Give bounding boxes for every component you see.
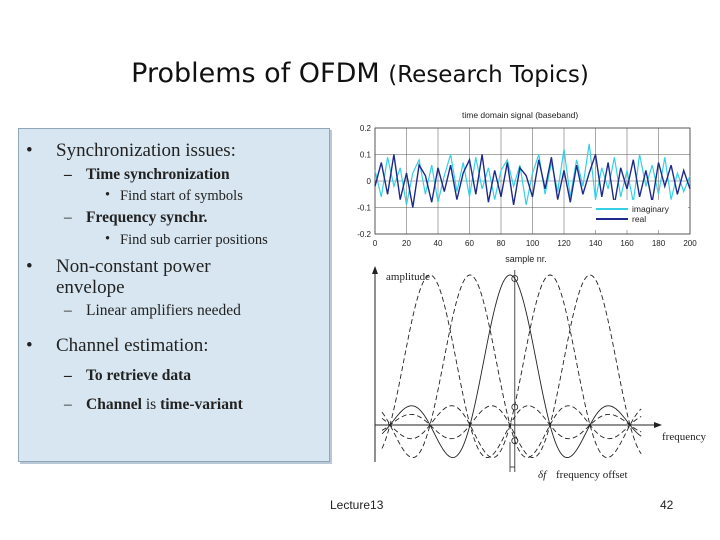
bullet-text-line2: envelope	[56, 277, 125, 298]
y-axis-arrow	[372, 266, 378, 274]
interference-point-marker	[511, 403, 519, 411]
sub-sub-bullet-find-subcarrier: • Find sub carrier positions	[105, 231, 268, 249]
frequency-offset-symbol: δf	[538, 469, 548, 481]
bullet-panel	[18, 128, 330, 462]
sub-bullet-bold-time-variant: time-variant	[160, 396, 243, 413]
bullet-dot: •	[26, 256, 33, 277]
sub-bullet-bold-channel: Channel	[86, 396, 142, 413]
subcarrier-curve	[381, 274, 642, 459]
bullet-channel-estimation: • Channel estimation:	[26, 335, 209, 357]
x-tick-label: 40	[434, 239, 443, 248]
frequency-offset-label: frequency offset	[556, 469, 628, 481]
time-domain-chart: 0.20.10-0.1-0.20 20 40 60 80 100 120 140 160 180 2…	[357, 110, 697, 264]
subcarrier-curve	[381, 274, 642, 459]
sub-bullet-text: Linear amplifiers needed	[86, 302, 241, 319]
x-tick-label: 200	[683, 239, 697, 248]
sub-sub-bullet-find-start: • Find start of symbols	[105, 187, 243, 205]
sub-bullet-time-sync: – Time synchronization	[64, 166, 230, 184]
y-tick-label: 0	[367, 177, 372, 186]
dash-mark: –	[64, 166, 72, 183]
subcarrier-curve	[381, 274, 642, 459]
subcarrier-curve	[381, 274, 642, 459]
sub-bullet-linear-amps: – Linear amplifiers needed	[64, 302, 241, 320]
subcarrier-spectrum-chart: amplitude frequency δf frequency offset	[372, 266, 706, 481]
footer-lecture: Lecture13	[330, 498, 384, 512]
series-line-real	[374, 154, 691, 208]
x-tick-label: 120	[557, 239, 571, 248]
y-tick-label: 0.1	[360, 151, 372, 160]
bullet-dot: •	[105, 231, 111, 247]
bullet-power-envelope: • Non-constant power	[26, 256, 211, 278]
sub-bullet-text: Time synchronization	[86, 166, 230, 183]
sub-bullet-freq-sync: – Frequency synchr.	[64, 209, 208, 227]
x-tick-label: 20	[402, 239, 411, 248]
sample-point-marker	[511, 275, 519, 282]
x-tick-label: 180	[652, 239, 666, 248]
bullet-dot: •	[26, 140, 33, 161]
dash-mark: –	[64, 396, 72, 413]
y-tick-label: 0.2	[360, 124, 372, 133]
legend-label: real	[632, 214, 646, 224]
y-tick-label: -0.2	[357, 230, 371, 239]
x-axis-arrow	[654, 422, 662, 428]
sub-bullet-text: To retrieve data	[86, 367, 192, 384]
bullet-text: Channel estimation:	[56, 335, 209, 356]
sub-sub-bullet-text: Find start of symbols	[120, 188, 243, 204]
y-tick-label: -0.1	[357, 204, 371, 213]
dash-mark: –	[64, 367, 72, 384]
subcarrier-curve	[381, 274, 642, 459]
x-tick-label: 140	[589, 239, 603, 248]
sub-bullet-text: Frequency synchr.	[86, 209, 208, 226]
x-tick-label: 100	[526, 239, 540, 248]
bullet-synchronization: • Synchronization issues:	[26, 140, 236, 162]
x-axis-label: frequency	[662, 431, 706, 443]
sub-bullet-time-variant: – Channel is time-variant	[64, 396, 243, 414]
title-suffix: (Research Topics)	[388, 62, 589, 88]
x-tick-label: 0	[373, 239, 378, 248]
dash-mark: –	[64, 209, 72, 226]
bullet-power-envelope-cont: envelope	[56, 277, 125, 299]
legend-label: imaginary	[632, 204, 670, 214]
chart-title: time domain signal (baseband)	[462, 110, 578, 120]
x-axis-label: sample nr.	[505, 254, 547, 264]
dash-mark: –	[64, 302, 72, 319]
bullet-dot: •	[105, 187, 111, 203]
x-tick-label: 160	[620, 239, 634, 248]
page-number: 42	[660, 498, 674, 512]
legend-box	[592, 200, 688, 230]
sub-bullet-mid: is	[142, 396, 161, 413]
sub-bullet-retrieve-data: – To retrieve data	[64, 367, 192, 385]
title-main: Problems of OFDM	[131, 58, 380, 89]
y-axis-label: amplitude	[386, 271, 430, 283]
x-tick-label: 80	[497, 239, 506, 248]
x-tick-label: 60	[465, 239, 474, 248]
sub-sub-bullet-text: Find sub carrier positions	[120, 232, 268, 248]
bullet-text: Synchronization issues:	[56, 140, 236, 161]
slide-title: Problems of OFDM (Research Topics)	[0, 58, 720, 89]
bullet-text-line1: Non-constant power	[56, 256, 211, 277]
bullet-dot: •	[26, 335, 33, 356]
interference-point-marker	[511, 437, 519, 445]
